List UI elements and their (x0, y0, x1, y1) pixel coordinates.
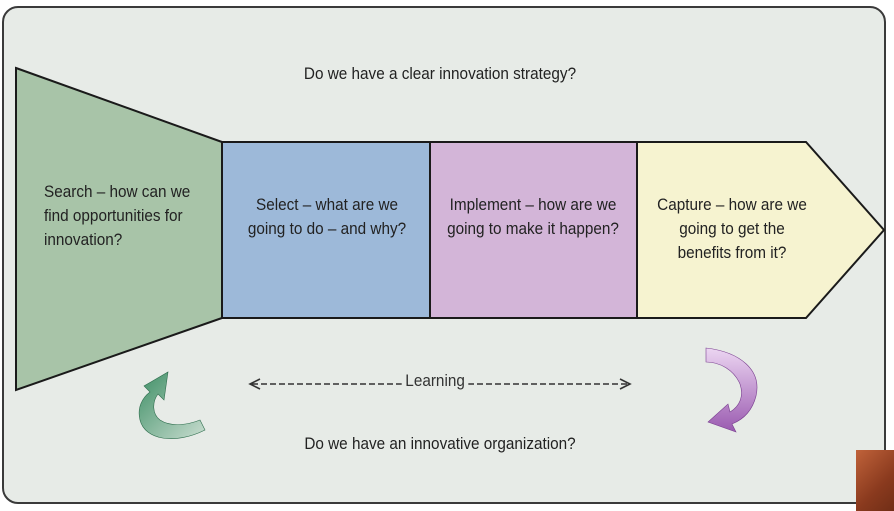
learning-right-arrowhead-icon (619, 378, 632, 390)
learning-label: Learning (401, 371, 469, 391)
purple-curved-arrow-icon (705, 347, 758, 433)
implement-stage-shape (429, 141, 638, 319)
select-stage-shape (221, 141, 431, 319)
search-stage-text: Search – how can we find opportunities f… (44, 182, 191, 249)
innovative-organization-question: Do we have an innovative organization? (304, 434, 576, 453)
learning-left-arrowhead-icon (248, 378, 261, 390)
corner-decoration (856, 450, 894, 511)
select-stage-text: Select – what are we going to do – and w… (247, 195, 407, 238)
capture-stage-text: Capture – how are we going to get the be… (657, 195, 807, 262)
capture-stage-shape (636, 141, 886, 319)
implement-stage-text: Implement – how are we going to make it … (447, 195, 619, 238)
green-curved-arrow-icon (138, 371, 206, 440)
innovation-strategy-question: Do we have a clear innovation strategy? (303, 64, 577, 83)
